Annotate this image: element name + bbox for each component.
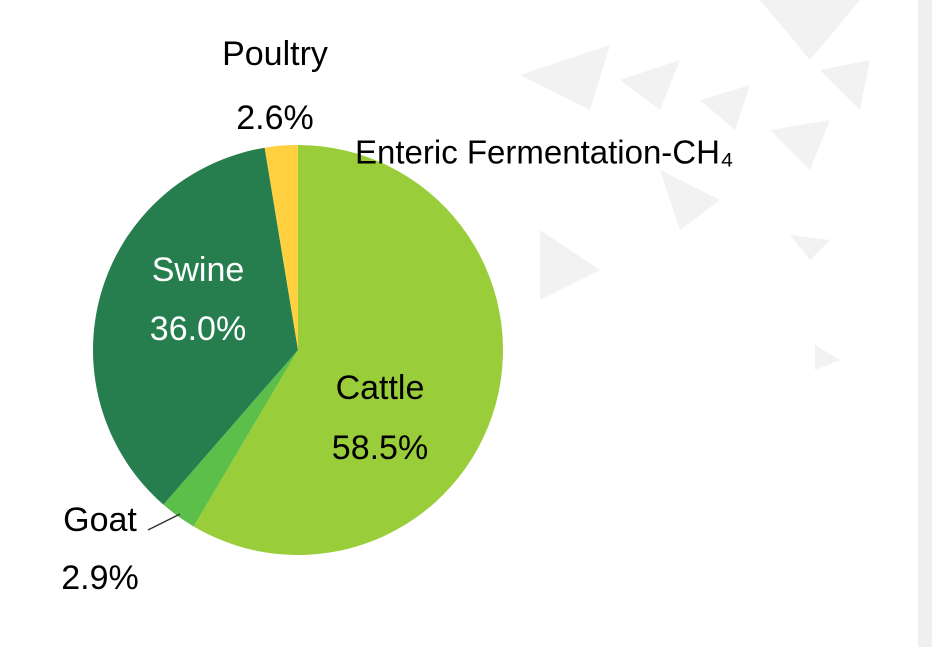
slice-label: Poultry xyxy=(222,35,328,73)
pie-slice xyxy=(264,145,298,350)
chart-title: Enteric Fermentation-CH₄ xyxy=(355,134,733,171)
pie-slice xyxy=(163,350,298,527)
pie-slice xyxy=(93,147,298,505)
slice-value-label: 36.0% xyxy=(150,310,246,348)
slice-value-label: 2.6% xyxy=(236,99,314,137)
side-panel xyxy=(918,0,932,647)
slice-value-label: 58.5% xyxy=(332,429,428,467)
leader-line xyxy=(147,513,181,531)
slice-label: Cattle xyxy=(336,369,425,407)
slice-value-label: 2.9% xyxy=(61,559,139,597)
slice-label: Swine xyxy=(152,251,245,289)
pie-slice xyxy=(193,145,504,555)
background-decoration xyxy=(520,0,870,370)
slice-label: Goat xyxy=(63,501,137,539)
